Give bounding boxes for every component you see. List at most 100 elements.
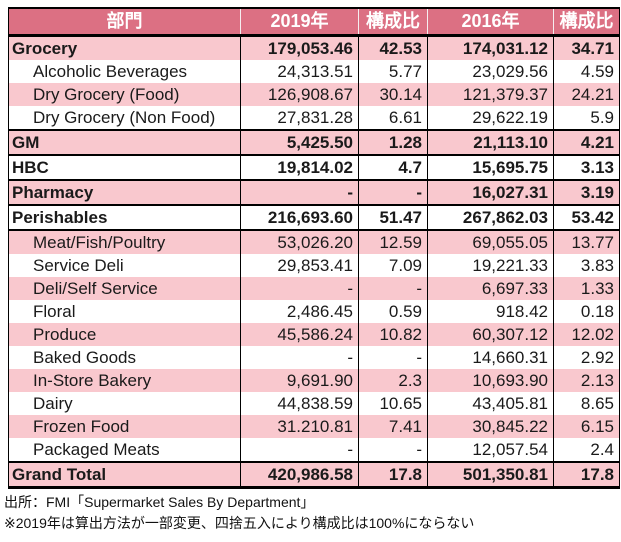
department-cell: Alcoholic Beverages xyxy=(33,62,188,81)
value-cell: 918.42 xyxy=(427,300,554,323)
value-cell: 53,026.20 xyxy=(240,229,359,254)
value-cell: 19,221.33 xyxy=(427,254,554,277)
value-cell: 6.15 xyxy=(553,415,620,438)
value-cell: 44,838.59 xyxy=(240,392,359,415)
value-cell: 2.13 xyxy=(553,369,620,392)
value-cell: 43,405.81 xyxy=(427,392,554,415)
department-cell: Dairy xyxy=(33,394,73,413)
value-cell: 121,379.37 xyxy=(427,83,554,106)
department-cell: In-Store Bakery xyxy=(33,371,152,390)
value-cell: - xyxy=(358,277,428,300)
value-cell: 10.82 xyxy=(358,323,428,346)
value-cell: 501,350.81 xyxy=(427,461,554,488)
value-cell: - xyxy=(240,179,359,205)
value-cell: 42.53 xyxy=(358,35,428,60)
note-line: ※2019年は算出方法が一部変更、四捨五入により構成比は100%にならない xyxy=(4,515,475,531)
category-row: Perishables 216,693.60 51.47 267,862.03 53.4… xyxy=(8,204,620,230)
value-cell: 6.61 xyxy=(358,106,428,130)
department-cell: Floral xyxy=(33,302,76,321)
value-cell: 2.4 xyxy=(553,438,620,462)
value-cell: 5.77 xyxy=(358,60,428,83)
value-cell: 174,031.12 xyxy=(427,35,554,60)
col-header-department: 部門 xyxy=(8,8,241,37)
value-cell: 21,113.10 xyxy=(427,129,554,155)
value-cell: 29,622.19 xyxy=(427,106,554,130)
table-row: Deli/Self Service - -6,697.33 1.33 xyxy=(8,277,620,300)
table-body: Grocery 179,053.46 42.53 174,031.12 34.71 Alc… xyxy=(8,35,620,488)
value-cell: 14,660.31 xyxy=(427,346,554,369)
value-cell: 420,986.58 xyxy=(240,461,359,488)
value-cell: - xyxy=(240,277,359,300)
department-cell: Pharmacy xyxy=(8,179,241,205)
table-row: Frozen Food 31.210.81 7.41 30,845.22 6.15 xyxy=(8,415,620,438)
value-cell: 12.02 xyxy=(553,323,620,346)
header-row: 部門 2019年 構成比 2016年 構成比 xyxy=(8,8,620,37)
value-cell: - xyxy=(358,179,428,205)
table-row: Floral 2,486.45 0.59 918.42 0.18 xyxy=(8,300,620,323)
value-cell: 10.65 xyxy=(358,392,428,415)
value-cell: 8.65 xyxy=(553,392,620,415)
value-cell: 27,831.28 xyxy=(240,106,359,130)
department-cell: Dry Grocery (Food) xyxy=(33,85,180,104)
table-row: Alcoholic Beverages 24,313.51 5.77 23,029.5… xyxy=(8,60,620,83)
value-cell: 51.47 xyxy=(358,204,428,230)
value-cell: 60,307.12 xyxy=(427,323,554,346)
department-cell: GM xyxy=(8,129,241,155)
value-cell: 2.92 xyxy=(553,346,620,369)
department-cell: Dry Grocery (Non Food) xyxy=(33,108,216,127)
table-row: Dry Grocery (Non Food) 27,831.28 6.61 29,62… xyxy=(8,106,620,130)
value-cell: 7.41 xyxy=(358,415,428,438)
col-header-ratio-2016: 構成比 xyxy=(553,8,620,37)
value-cell: 0.18 xyxy=(553,300,620,323)
value-cell: 3.13 xyxy=(553,154,620,180)
value-cell: 3.19 xyxy=(553,179,620,205)
department-cell: Service Deli xyxy=(33,256,124,275)
category-row: Pharmacy - -16,027.31 3.19 xyxy=(8,179,620,205)
value-cell: 6,697.33 xyxy=(427,277,554,300)
value-cell: 5.9 xyxy=(553,106,620,130)
table-row: Dry Grocery (Food) 126,908.67 30.14 121,379… xyxy=(8,83,620,106)
table-row: Packaged Meats - -12,057.54 2.4 xyxy=(8,438,620,462)
value-cell: - xyxy=(240,438,359,462)
category-row: GM 5,425.50 1.28 21,113.10 4.21 xyxy=(8,129,620,155)
source-line: 出所：FMI「Supermarket Sales By Department」 xyxy=(4,494,315,510)
value-cell: 126,908.67 xyxy=(240,83,359,106)
value-cell: 19,814.02 xyxy=(240,154,359,180)
value-cell: 30.14 xyxy=(358,83,428,106)
value-cell: 2,486.45 xyxy=(240,300,359,323)
table-header: 部門 2019年 構成比 2016年 構成比 xyxy=(8,8,620,37)
value-cell: 34.71 xyxy=(553,35,620,60)
table-row: Baked Goods - -14,660.31 2.92 xyxy=(8,346,620,369)
value-cell: 24,313.51 xyxy=(240,60,359,83)
table-row: Dairy 44,838.59 10.65 43,405.81 8.65 xyxy=(8,392,620,415)
department-cell: Perishables xyxy=(8,204,241,230)
value-cell: 15,695.75 xyxy=(427,154,554,180)
department-cell: Baked Goods xyxy=(33,348,137,367)
value-cell: 13.77 xyxy=(553,229,620,254)
value-cell: 45,586.24 xyxy=(240,323,359,346)
value-cell: - xyxy=(358,346,428,369)
value-cell: 24.21 xyxy=(553,83,620,106)
value-cell: 216,693.60 xyxy=(240,204,359,230)
value-cell: 30,845.22 xyxy=(427,415,554,438)
value-cell: 31.210.81 xyxy=(240,415,359,438)
value-cell: - xyxy=(240,346,359,369)
value-cell: 17.8 xyxy=(358,461,428,488)
value-cell: 10,693.90 xyxy=(427,369,554,392)
table-row: Service Deli 29,853.41 7.09 19,221.33 3.83 xyxy=(8,254,620,277)
category-row: Grocery 179,053.46 42.53 174,031.12 34.71 xyxy=(8,35,620,60)
sales-by-department-table: 部門 2019年 構成比 2016年 構成比 Grocery 179,053.46… xyxy=(8,7,620,489)
value-cell: 17.8 xyxy=(553,461,620,488)
value-cell: 1.33 xyxy=(553,277,620,300)
value-cell: 5,425.50 xyxy=(240,129,359,155)
value-cell: 12.59 xyxy=(358,229,428,254)
category-row: HBC 19,814.02 4.7 15,695.75 3.13 xyxy=(8,154,620,180)
department-cell: Produce xyxy=(33,325,97,344)
table-row: In-Store Bakery 9,691.90 2.3 10,693.90 2.13 xyxy=(8,369,620,392)
department-cell: Deli/Self Service xyxy=(33,279,158,298)
value-cell: 69,055.05 xyxy=(427,229,554,254)
value-cell: 4.21 xyxy=(553,129,620,155)
value-cell: 267,862.03 xyxy=(427,204,554,230)
value-cell: 179,053.46 xyxy=(240,35,359,60)
